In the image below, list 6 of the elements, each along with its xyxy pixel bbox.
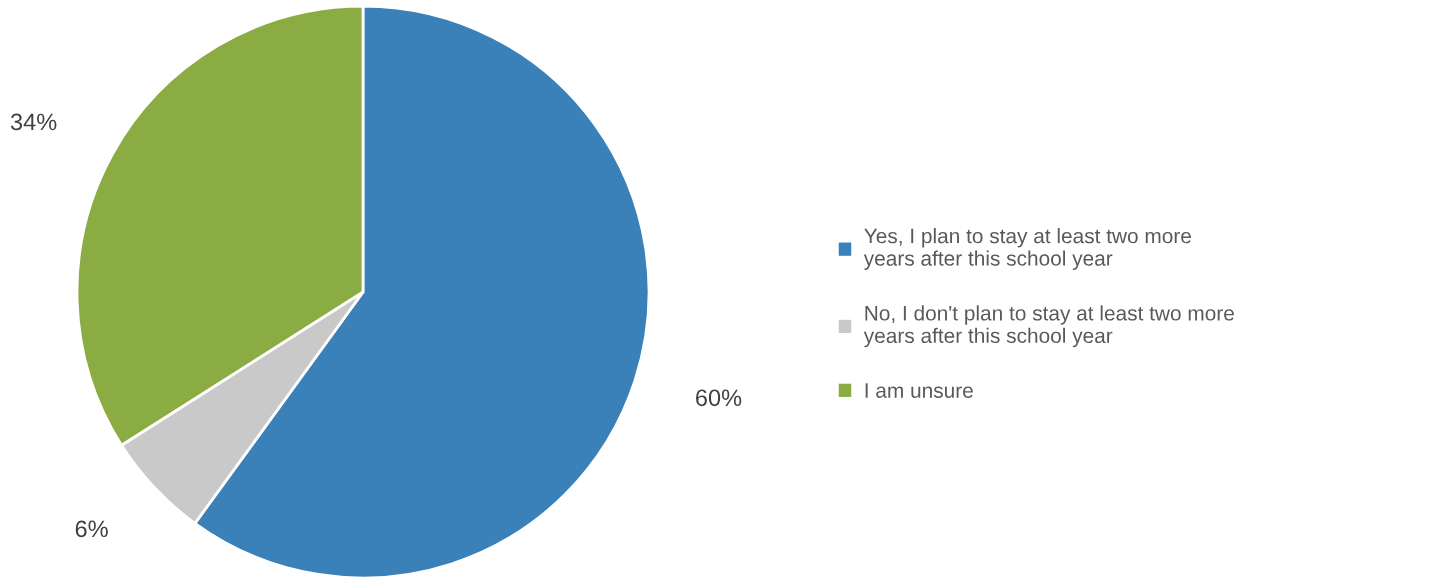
legend-label: No, I don't plan to stay at least two more years after this school year <box>863 305 1234 348</box>
data-label: 6% <box>75 520 108 538</box>
legend-label: Yes, I plan to stay at least two more years after this school year <box>863 228 1191 270</box>
data-label: 34% <box>10 113 57 131</box>
legend-label: I am unsure <box>865 383 973 398</box>
data-label: 60% <box>696 389 742 407</box>
